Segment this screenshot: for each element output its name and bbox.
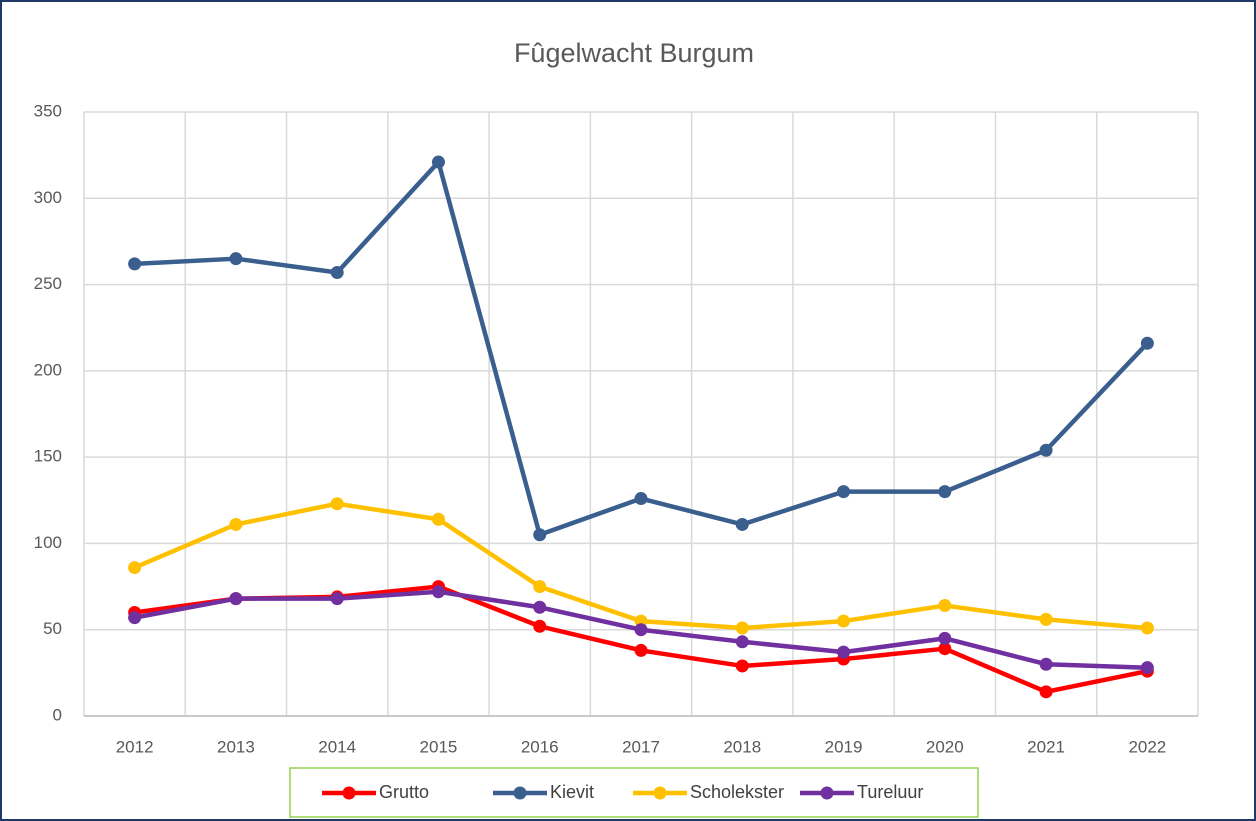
data-point bbox=[634, 492, 648, 506]
data-point bbox=[735, 517, 749, 531]
chart-title: Fûgelwacht Burgum bbox=[514, 38, 754, 68]
legend-marker bbox=[653, 786, 667, 800]
data-point bbox=[938, 485, 952, 499]
data-point bbox=[938, 599, 952, 613]
x-tick-label: 2017 bbox=[622, 737, 660, 756]
data-point bbox=[533, 600, 547, 614]
data-point bbox=[1140, 621, 1154, 635]
legend-marker bbox=[342, 786, 356, 800]
data-point bbox=[735, 621, 749, 635]
data-point bbox=[229, 592, 243, 606]
data-point bbox=[735, 635, 749, 649]
y-tick-label: 200 bbox=[34, 360, 62, 379]
data-point bbox=[431, 155, 445, 169]
data-point bbox=[735, 659, 749, 673]
data-point bbox=[128, 561, 142, 575]
data-point bbox=[1140, 336, 1154, 350]
legend-label: Tureluur bbox=[857, 782, 923, 802]
data-point bbox=[128, 257, 142, 271]
legend-label: Grutto bbox=[379, 782, 429, 802]
data-point bbox=[533, 619, 547, 633]
data-point bbox=[1039, 685, 1053, 699]
data-point bbox=[837, 645, 851, 659]
data-point bbox=[1039, 443, 1053, 457]
legend-marker bbox=[513, 786, 527, 800]
data-point bbox=[229, 517, 243, 531]
legend-marker bbox=[820, 786, 834, 800]
y-tick-label: 350 bbox=[34, 101, 62, 120]
y-tick-label: 150 bbox=[34, 447, 62, 466]
data-point bbox=[938, 642, 952, 656]
x-tick-label: 2012 bbox=[116, 737, 154, 756]
data-point bbox=[533, 528, 547, 542]
x-tick-label: 2020 bbox=[926, 737, 964, 756]
y-tick-label: 250 bbox=[34, 274, 62, 293]
data-point bbox=[837, 614, 851, 628]
x-tick-label: 2021 bbox=[1027, 737, 1065, 756]
x-tick-label: 2016 bbox=[521, 737, 559, 756]
data-point bbox=[938, 631, 952, 645]
data-point bbox=[330, 265, 344, 279]
data-point bbox=[634, 623, 648, 637]
x-tick-label: 2018 bbox=[723, 737, 761, 756]
data-point bbox=[431, 512, 445, 526]
data-point bbox=[1039, 657, 1053, 671]
x-tick-label: 2022 bbox=[1128, 737, 1166, 756]
y-tick-label: 100 bbox=[34, 533, 62, 552]
legend-label: Kievit bbox=[550, 782, 594, 802]
data-point bbox=[1140, 661, 1154, 675]
x-tick-label: 2019 bbox=[825, 737, 863, 756]
data-point bbox=[533, 580, 547, 594]
data-point bbox=[330, 592, 344, 606]
y-tick-label: 0 bbox=[53, 705, 62, 724]
x-tick-label: 2014 bbox=[318, 737, 356, 756]
data-point bbox=[634, 643, 648, 657]
data-point bbox=[128, 611, 142, 625]
y-tick-label: 300 bbox=[34, 188, 62, 207]
data-point bbox=[330, 497, 344, 511]
data-point bbox=[1039, 612, 1053, 626]
data-point bbox=[837, 485, 851, 499]
data-point bbox=[229, 252, 243, 266]
legend-label: Scholekster bbox=[690, 782, 784, 802]
y-tick-label: 50 bbox=[43, 619, 62, 638]
x-tick-label: 2015 bbox=[420, 737, 458, 756]
data-point bbox=[431, 585, 445, 599]
x-tick-label: 2013 bbox=[217, 737, 255, 756]
